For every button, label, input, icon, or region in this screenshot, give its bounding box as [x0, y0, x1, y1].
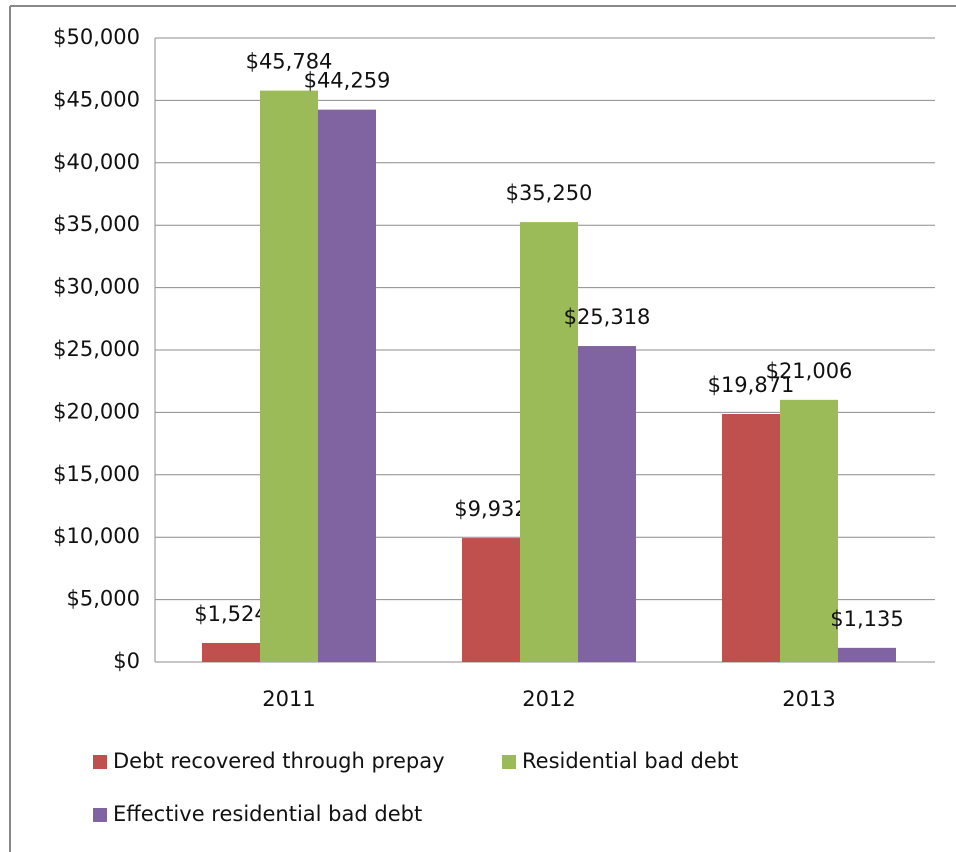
bar: [722, 414, 780, 662]
x-tick-label: 2013: [782, 687, 835, 711]
bar: [260, 90, 318, 663]
bar: [838, 647, 896, 662]
legend-label: Residential bad debt: [522, 749, 738, 773]
bar: [780, 399, 838, 662]
bar: [202, 642, 260, 662]
value-label: $44,259: [304, 69, 391, 93]
y-tick-label: $10,000: [53, 524, 140, 548]
y-tick-label: $35,000: [53, 212, 140, 236]
legend-swatch: [93, 755, 107, 769]
value-label: $1,135: [830, 607, 903, 631]
y-tick-label: $40,000: [53, 150, 140, 174]
legend-label: Debt recovered through prepay: [113, 749, 445, 773]
value-label: $35,250: [506, 181, 593, 205]
value-label: $1,524: [194, 602, 267, 626]
bar: [462, 538, 520, 662]
bar: [578, 346, 636, 662]
bar: [318, 109, 376, 662]
x-tick-label: 2012: [522, 687, 575, 711]
legend-label: Effective residential bad debt: [113, 802, 422, 826]
value-label: $21,006: [766, 359, 853, 383]
value-label: $9,932: [454, 497, 527, 521]
value-label: $25,318: [564, 305, 651, 329]
y-tick-label: $5,000: [67, 587, 140, 611]
bar: [520, 222, 578, 662]
y-tick-label: $0: [113, 649, 140, 673]
y-tick-label: $30,000: [53, 275, 140, 299]
y-tick-label: $45,000: [53, 87, 140, 111]
y-tick-label: $25,000: [53, 337, 140, 361]
x-tick-label: 2011: [262, 687, 315, 711]
legend-swatch: [502, 755, 516, 769]
value-label: $19,871: [708, 373, 795, 397]
y-tick-label: $15,000: [53, 462, 140, 486]
y-tick-label: $50,000: [53, 25, 140, 49]
legend-swatch: [93, 808, 107, 822]
value-label: $45,784: [246, 50, 333, 74]
y-tick-label: $20,000: [53, 399, 140, 423]
